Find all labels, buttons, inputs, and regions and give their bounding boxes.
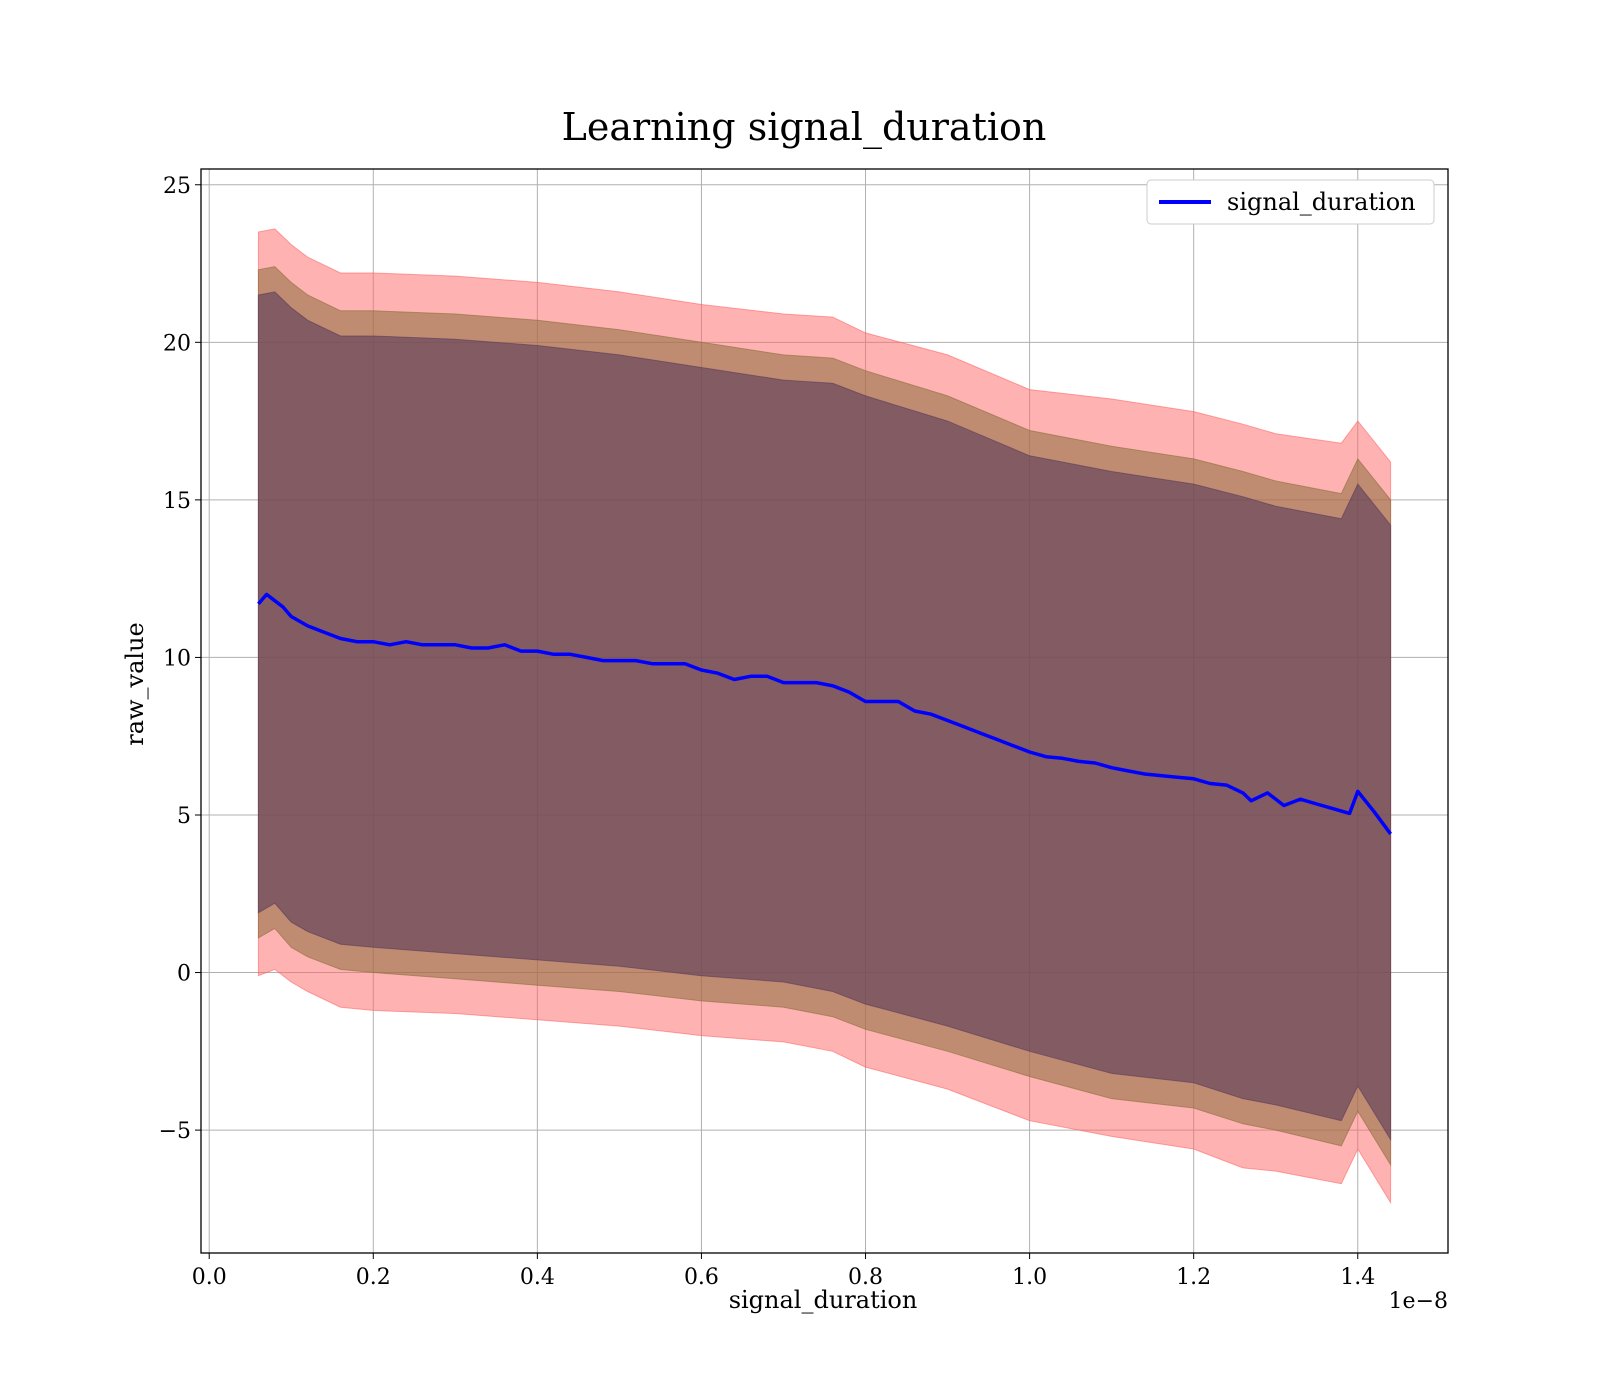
y-axis-label: raw_value: [121, 622, 149, 746]
series-lines: [257, 592, 1393, 835]
y-tick-label: 5: [177, 804, 191, 829]
y-tick-label: 15: [163, 489, 191, 514]
x-tick-label: 1.0: [1012, 1265, 1047, 1290]
x-tick-label: 1.2: [1176, 1265, 1211, 1290]
x-tick-label: 0.8: [848, 1265, 883, 1290]
bands: [257, 228, 1392, 1205]
y-tick-label: 10: [163, 646, 191, 671]
y-tick-label: 0: [177, 962, 191, 987]
legend: signal_duration: [1146, 179, 1435, 225]
legend-box: [1146, 179, 1435, 225]
y-tick-label: 25: [163, 174, 191, 199]
x-tick-label: 0.4: [520, 1265, 555, 1290]
y-tick-label: −5: [159, 1119, 191, 1144]
x-tick-label: 0.6: [684, 1265, 719, 1290]
ticks: 0.0 0.2 0.4 0.6 0.8 1.0 1.2 1.4 −5 0 5 10 15 20 25: [159, 174, 1376, 1290]
y-tick-label: 20: [163, 331, 191, 356]
x-axis-offset-label: 1e−8: [1389, 1289, 1448, 1314]
x-tick-label: 0.0: [192, 1265, 227, 1290]
series-line-signal-duration: [257, 592, 1393, 835]
plot-frame: [200, 168, 1449, 1254]
x-tick-label: 0.2: [356, 1265, 391, 1290]
x-axis-label: signal_duration: [729, 1286, 918, 1314]
band-inner: [257, 291, 1392, 1142]
chart-title: Learning signal_duration: [562, 105, 1047, 150]
legend-label-signal-duration: signal_duration: [1227, 188, 1416, 216]
x-tick-label: 1.4: [1340, 1265, 1375, 1290]
